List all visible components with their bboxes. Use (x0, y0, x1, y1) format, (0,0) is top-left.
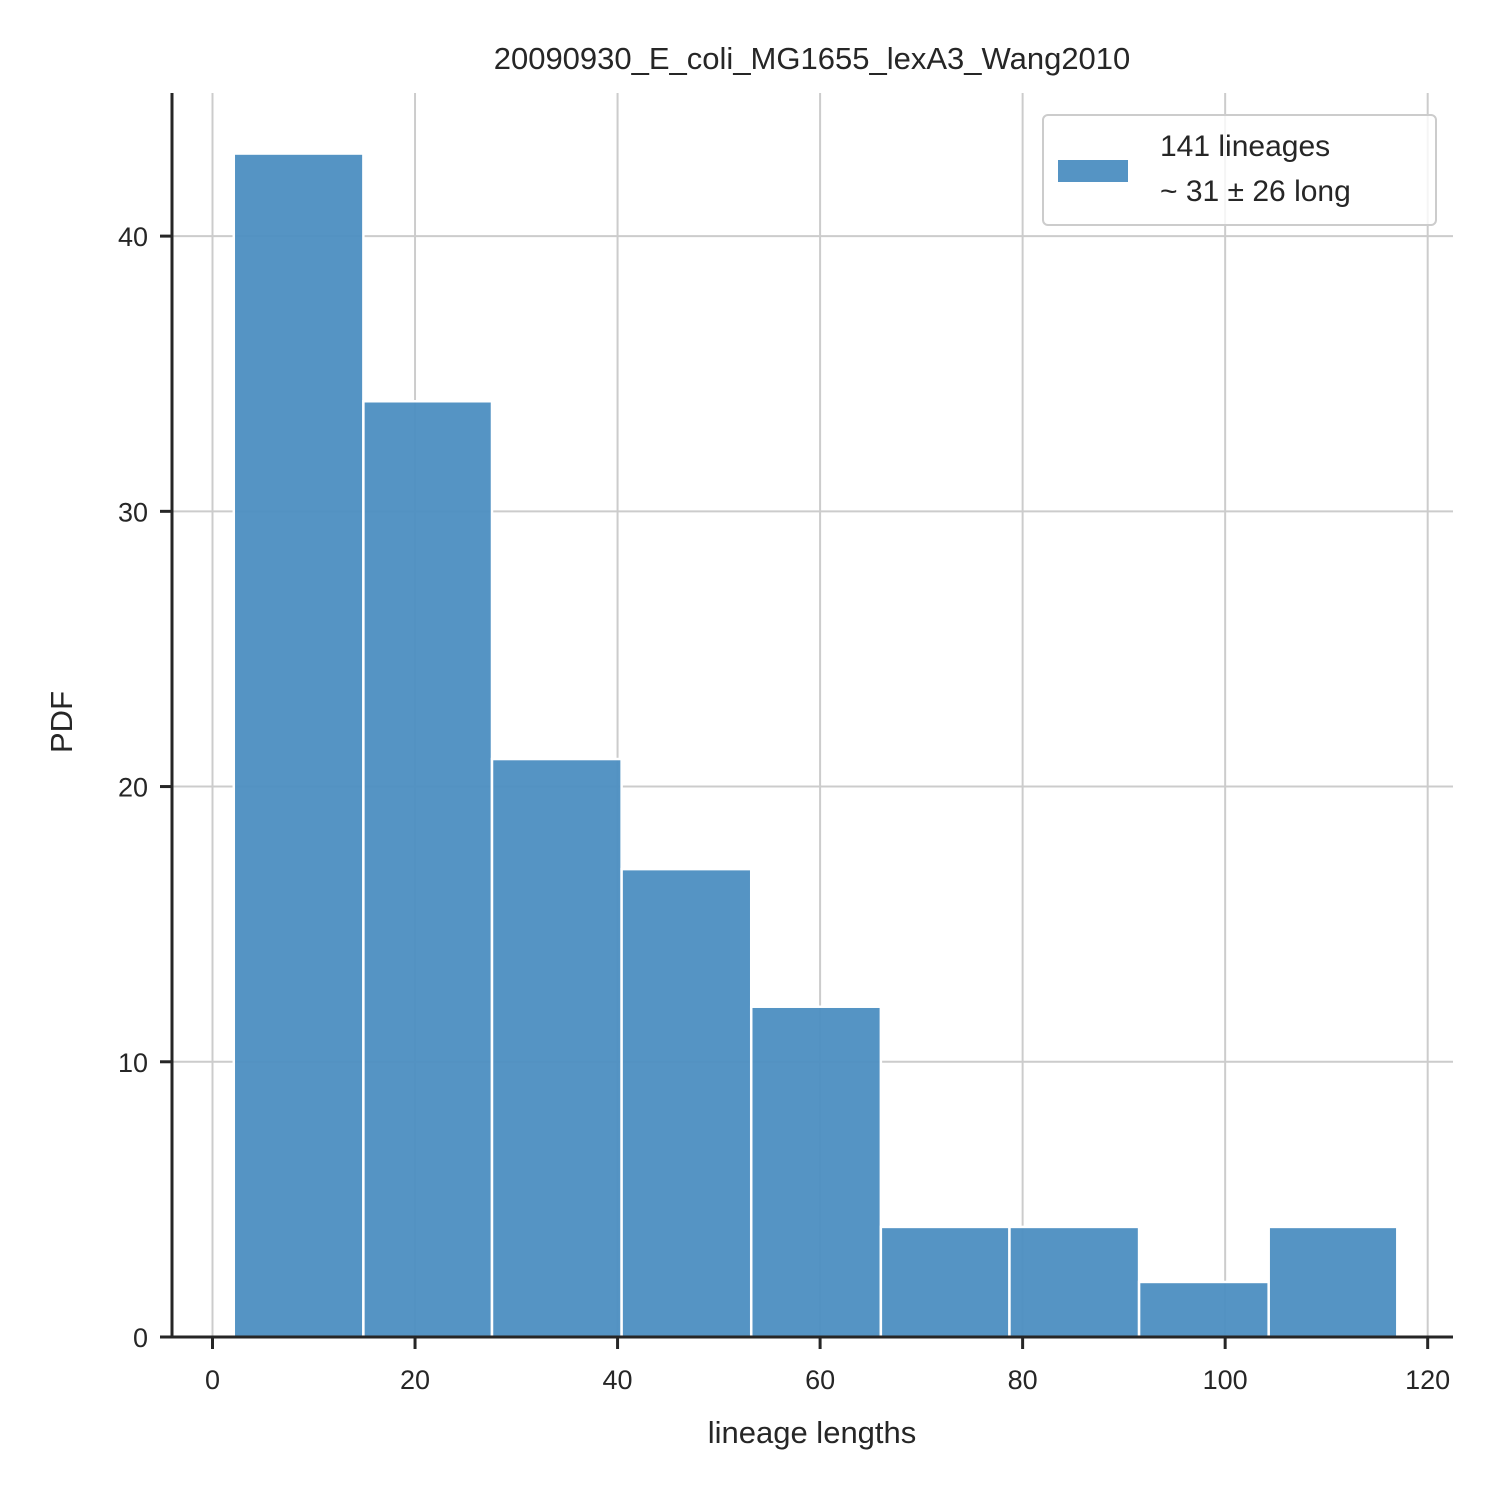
legend-frame (1042, 114, 1437, 226)
histogram-bars (232, 152, 1399, 1339)
histogram-bar-4 (749, 1005, 883, 1339)
histogram-bar-8 (1267, 1225, 1399, 1339)
chart-title: 20090930_E_coli_MG1655_lexA3_Wang2010 (494, 41, 1131, 76)
x-tick-label-4: 80 (1008, 1365, 1038, 1395)
y-tick-label-3: 30 (118, 497, 148, 527)
y-axis-label: PDF (44, 691, 79, 753)
histogram-bar-6 (1008, 1225, 1141, 1339)
axes (170, 93, 1453, 1339)
histogram-bar-0 (232, 152, 365, 1339)
y-tick-label-1: 10 (118, 1048, 148, 1078)
x-tick-label-3: 60 (805, 1365, 835, 1395)
legend-label-line2: ~ 31 ± 26 long (1160, 175, 1351, 208)
x-tick-label-5: 100 (1203, 1365, 1248, 1395)
legend-label-line1: 141 lineages (1160, 130, 1330, 163)
legend: 141 lineages ~ 31 ± 26 long (1042, 114, 1437, 226)
histogram-bar-1 (362, 399, 494, 1339)
histogram-bar-5 (879, 1225, 1011, 1339)
legend-swatch (1058, 160, 1128, 182)
y-ticks: 0 10 20 30 40 (118, 222, 172, 1353)
x-axis-label: lineage lengths (708, 1415, 917, 1450)
histogram-bar-3 (620, 867, 753, 1339)
histogram-bar-7 (1137, 1280, 1270, 1339)
y-tick-label-2: 20 (118, 773, 148, 803)
y-tick-label-4: 40 (118, 222, 148, 252)
x-tick-label-0: 0 (205, 1365, 220, 1395)
x-tick-label-2: 40 (603, 1365, 633, 1395)
x-tick-label-1: 20 (400, 1365, 430, 1395)
histogram-bar-2 (490, 757, 623, 1339)
x-ticks: 0 20 40 60 80 100 120 (205, 1337, 1450, 1395)
y-tick-label-0: 0 (133, 1323, 148, 1353)
x-tick-label-6: 120 (1405, 1365, 1450, 1395)
